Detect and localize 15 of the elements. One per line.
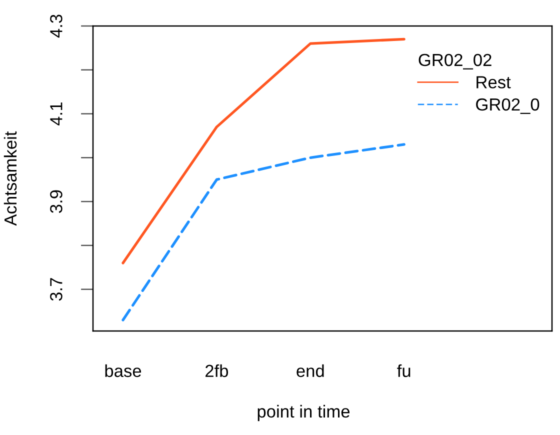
- y-tick-label: 4.1: [50, 102, 62, 126]
- x-tick-label: 2fb: [206, 364, 228, 378]
- x-tick-label: fu: [397, 364, 410, 378]
- line-series: [122, 143, 406, 322]
- legend-title: GR02_02: [418, 54, 492, 70]
- x-tick-label: base: [105, 364, 142, 378]
- y-axis-title: Achtsamkeit: [4, 131, 17, 226]
- legend-label: GR02_0: [476, 98, 540, 114]
- y-tick-label: 3.9: [50, 190, 62, 213]
- x-tick-label: end: [296, 364, 324, 378]
- y-tick-label: 3.7: [50, 278, 62, 301]
- line-series: [122, 38, 406, 264]
- x-axis-title: point in time: [258, 404, 350, 422]
- y-tick-label: 4.3: [50, 14, 62, 38]
- legend-label: Rest: [476, 76, 511, 88]
